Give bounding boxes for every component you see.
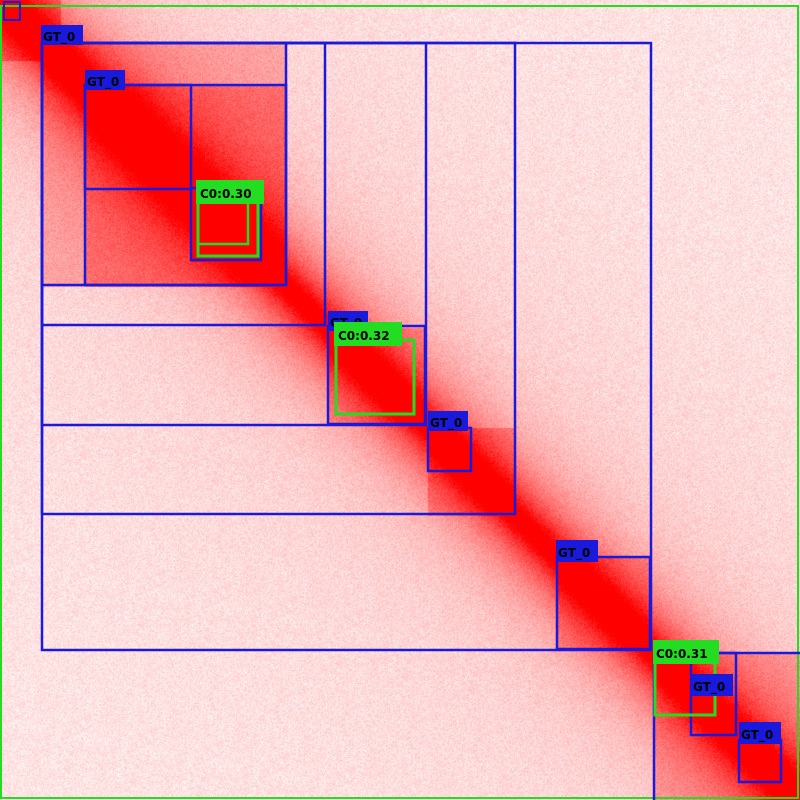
gt-box bbox=[555, 555, 652, 651]
gt-tag-text: GT_0 bbox=[741, 728, 773, 743]
gt-tag: GT_0 bbox=[691, 674, 733, 696]
prediction-tag: C0:0.32 bbox=[334, 322, 402, 346]
gt-tag-text: GT_0 bbox=[693, 680, 725, 695]
gt-box bbox=[737, 738, 783, 784]
gt-tag: GT_0 bbox=[41, 25, 83, 45]
gt-tag-text: GT_0 bbox=[558, 546, 590, 561]
ground-truth-boxes bbox=[40, 41, 800, 800]
gt-tag: GT_0 bbox=[739, 722, 781, 744]
prediction-boxes bbox=[196, 186, 717, 717]
prediction-tag-text: C0:0.31 bbox=[656, 647, 708, 661]
gt-tag: GT_0 bbox=[428, 411, 468, 431]
gt-tag-text: GT_0 bbox=[43, 30, 75, 45]
prediction-tags: C0:0.30 C0:0.32 C0:0.31 bbox=[196, 180, 719, 664]
corner-gt-box bbox=[3, 1, 21, 21]
prediction-tag-text: C0:0.30 bbox=[200, 187, 252, 201]
gt-box bbox=[40, 41, 288, 287]
gt-tag: GT_0 bbox=[556, 540, 598, 562]
gt-box bbox=[40, 41, 428, 427]
prediction-tag-text: C0:0.32 bbox=[338, 329, 390, 343]
prediction-box bbox=[196, 198, 250, 246]
gt-box bbox=[426, 426, 473, 473]
prediction-tag: C0:0.30 bbox=[196, 180, 264, 204]
image-border bbox=[0, 5, 799, 799]
gt-tag: GT_0 bbox=[85, 70, 125, 90]
ground-truth-tags: GT_0 GT_0 GT_0 GT_0 GT_0 GT_0 GT_0 bbox=[41, 25, 781, 744]
gt-box bbox=[83, 83, 193, 191]
gt-tag-text: GT_0 bbox=[87, 75, 119, 90]
gt-box bbox=[40, 41, 517, 516]
prediction-box bbox=[334, 338, 416, 416]
prediction-tag: C0:0.31 bbox=[653, 640, 719, 664]
gt-tag-text: GT_0 bbox=[430, 416, 462, 431]
